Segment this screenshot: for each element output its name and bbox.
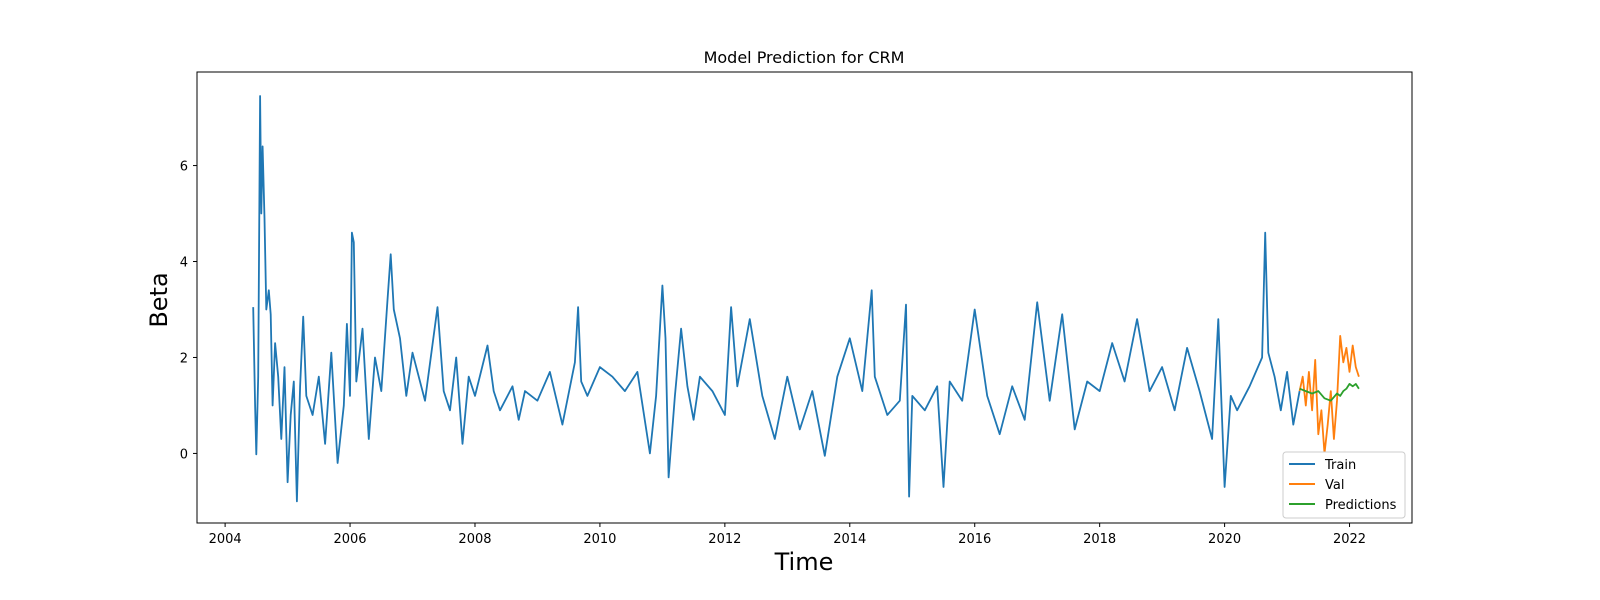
x-axis: 2004 2006 2008 2010 2012 2014 2016 2018 2020 2022 <box>209 523 1366 547</box>
legend: Train Val Predictions <box>1282 451 1406 519</box>
x-tick-label: 2004 <box>209 532 242 547</box>
series-line-val <box>1298 334 1360 455</box>
plot-area <box>252 95 1360 503</box>
x-tick-label: 2010 <box>583 532 616 547</box>
x-tick-label: 2020 <box>1208 532 1241 547</box>
plot-frame <box>196 71 1413 524</box>
y-tick-label: 4 <box>180 256 188 271</box>
chart-title: Model Prediction for CRM <box>704 48 905 67</box>
x-tick-label: 2014 <box>833 532 866 547</box>
series-line-train <box>252 95 1301 503</box>
legend-label-val: Val <box>1325 478 1344 493</box>
legend-label-predictions: Predictions <box>1325 498 1397 513</box>
y-tick-label: 6 <box>180 160 188 175</box>
x-tick-label: 2022 <box>1333 532 1366 547</box>
x-tick-label: 2008 <box>458 532 491 547</box>
legend-label-train: Train <box>1324 458 1356 473</box>
series-line-predictions <box>1299 382 1360 402</box>
x-tick-label: 2006 <box>333 532 366 547</box>
y-tick-label: 0 <box>180 447 188 462</box>
y-axis: 0 2 4 6 <box>180 160 197 462</box>
x-tick-label: 2016 <box>958 532 991 547</box>
x-axis-label: Time <box>774 548 834 576</box>
y-tick-label: 2 <box>180 351 188 366</box>
legend-box <box>1282 451 1406 519</box>
x-tick-label: 2012 <box>708 532 741 547</box>
y-axis-label: Beta <box>145 272 173 327</box>
x-tick-label: 2018 <box>1083 532 1116 547</box>
